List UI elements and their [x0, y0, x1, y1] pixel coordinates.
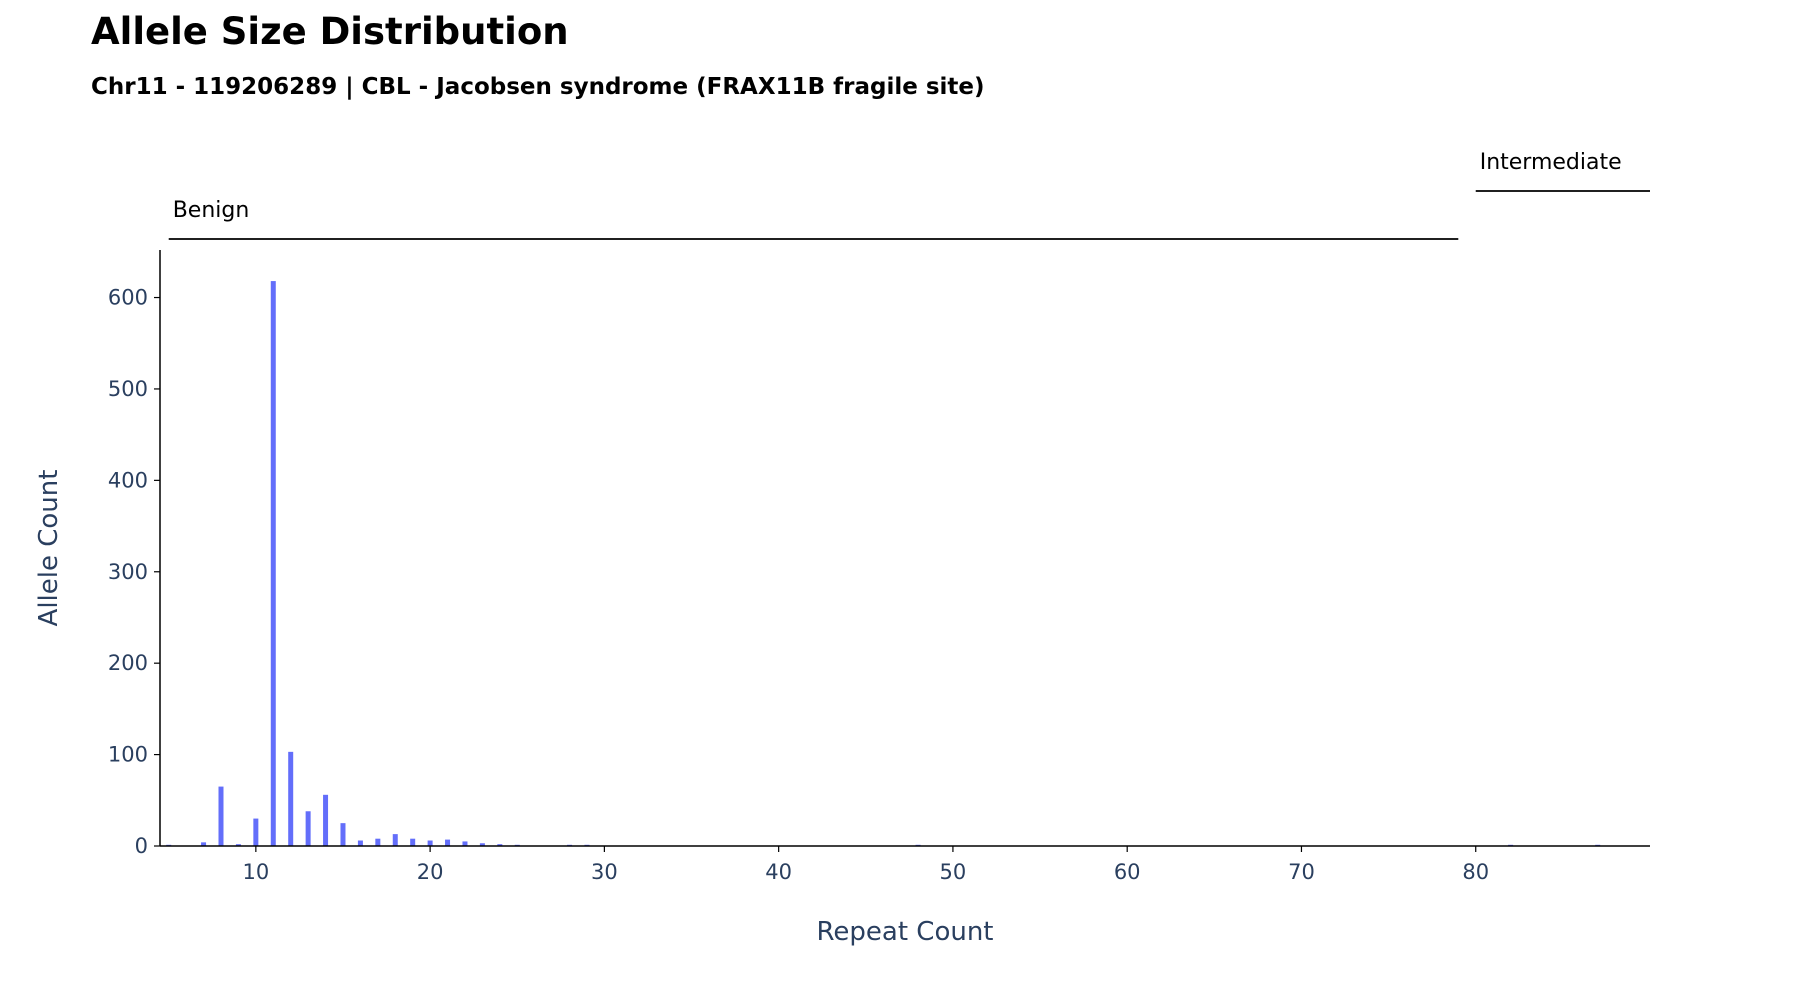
bar: [427, 840, 433, 846]
bar: [462, 841, 468, 846]
bar: [340, 823, 346, 846]
range-label: Intermediate: [1480, 150, 1622, 175]
y-tick-label: 500: [108, 377, 148, 401]
bar: [305, 811, 311, 846]
bar: [253, 818, 259, 846]
range-label: Benign: [173, 198, 250, 223]
bar: [445, 839, 451, 846]
y-tick-label: 100: [108, 743, 148, 767]
y-tick-label: 0: [135, 834, 148, 858]
x-tick-label: 50: [940, 860, 967, 884]
bar-series: [166, 281, 1601, 847]
y-tick-label: 200: [108, 651, 148, 675]
x-tick-label: 40: [765, 860, 792, 884]
range-annotations: Benign Intermediate: [168, 150, 1650, 240]
x-tick-label: 70: [1288, 860, 1315, 884]
bar: [235, 844, 241, 846]
bar: [288, 751, 294, 846]
x-tick-label: 10: [242, 860, 269, 884]
chart-subtitle: Chr11 - 119206289 | CBL - Jacobsen syndr…: [91, 74, 985, 100]
bar: [497, 844, 503, 846]
bar: [375, 838, 381, 846]
bar: [323, 794, 329, 846]
y-tick-label: 300: [108, 560, 148, 584]
x-axis-title: Repeat Count: [817, 917, 994, 947]
y-tick-label: 600: [108, 286, 148, 310]
bar: [270, 281, 276, 847]
x-tick-label: 80: [1462, 860, 1489, 884]
bar: [479, 843, 485, 846]
bar: [201, 842, 207, 846]
bar: [218, 786, 224, 846]
bar: [410, 838, 416, 846]
y-axis-title: Allele Count: [34, 470, 64, 627]
bar: [357, 840, 363, 846]
x-tick-label: 30: [591, 860, 618, 884]
bar: [392, 834, 398, 846]
x-tick-label: 60: [1114, 860, 1141, 884]
y-tick-label: 400: [108, 468, 148, 492]
x-tick-label: 20: [417, 860, 444, 884]
chart-title: Allele Size Distribution: [91, 10, 569, 53]
axes: 10 20 30 40 50 60 70 80 0 100 200 300 400 500 600: [108, 250, 1650, 884]
